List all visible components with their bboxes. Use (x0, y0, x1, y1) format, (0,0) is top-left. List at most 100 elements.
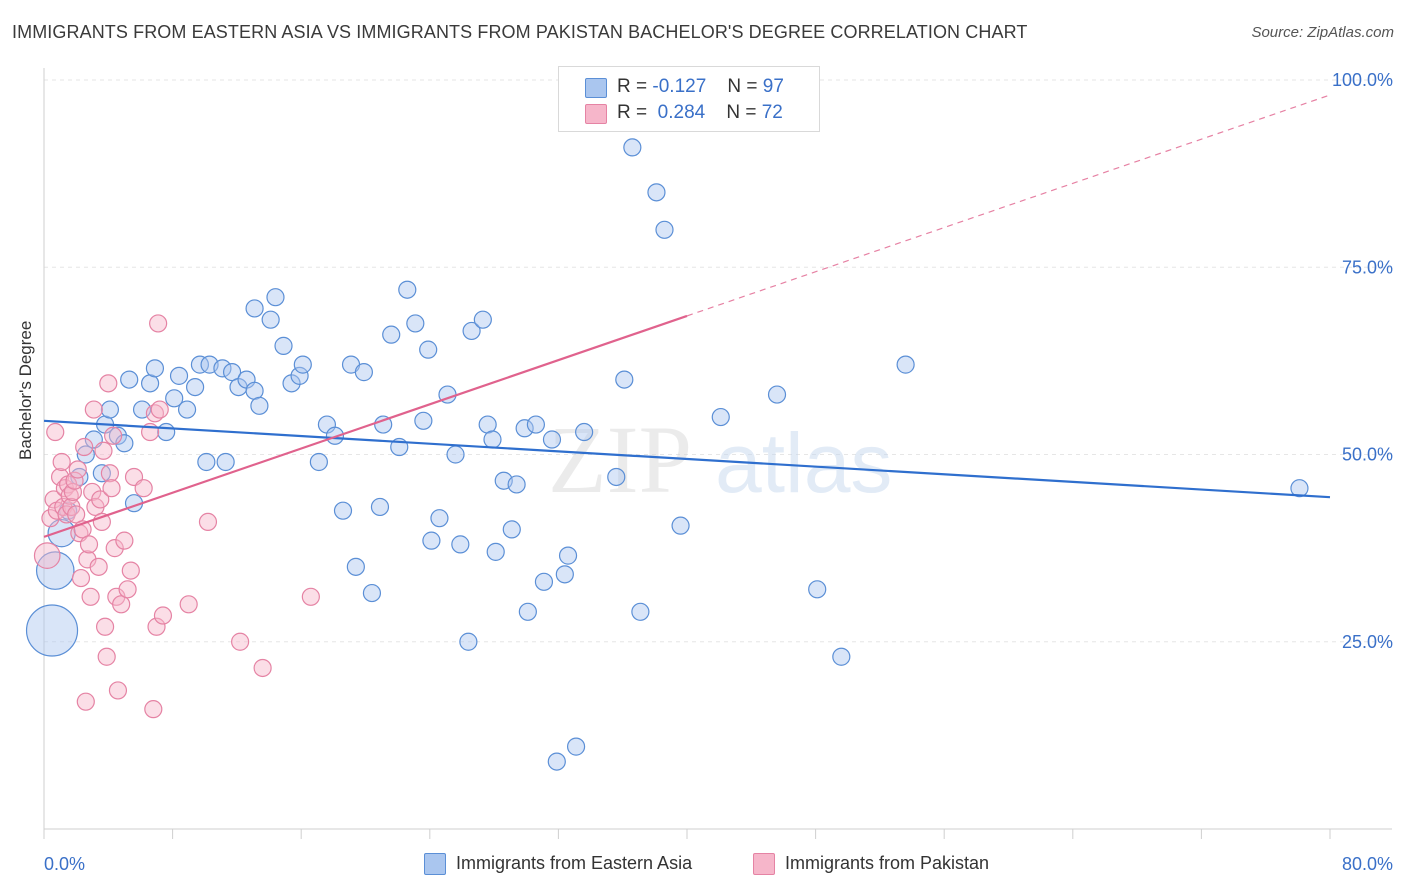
chart-title: IMMIGRANTS FROM EASTERN ASIA VS IMMIGRAN… (12, 22, 1028, 42)
data-point (91, 490, 110, 509)
data-point (222, 363, 242, 382)
data-point (655, 220, 674, 239)
data-point (213, 359, 232, 378)
data-point (446, 445, 465, 464)
legend-r-value: -0.127 (652, 76, 707, 97)
data-point (102, 479, 121, 498)
y-tick-label: 25.0% (1342, 632, 1393, 652)
bottom-legend-swatch-pink (753, 853, 775, 875)
data-point (647, 183, 666, 202)
data-point (398, 280, 417, 299)
data-point (94, 441, 113, 460)
data-point (253, 658, 272, 678)
data-point (526, 415, 545, 434)
data-point (671, 516, 690, 535)
correlation-legend: R = -0.127 N = 97 R = 0.284 N = 72 (558, 66, 820, 132)
legend-swatch-pink (585, 104, 607, 124)
data-point (575, 422, 594, 442)
data-point (406, 314, 425, 333)
data-point (186, 377, 205, 397)
data-point (99, 374, 118, 393)
x-tick-label: 80.0% (1342, 854, 1393, 874)
legend-r-value: 0.284 (657, 102, 706, 123)
data-point (346, 557, 365, 576)
data-point (808, 580, 827, 599)
source-label: Source: ZipAtlas.com (1251, 24, 1394, 41)
data-point (104, 426, 123, 445)
data-point (118, 580, 137, 599)
y-tick-label: 100.0% (1332, 70, 1393, 90)
data-point (245, 299, 264, 318)
data-point (68, 460, 87, 479)
data-point (76, 445, 95, 464)
data-point (414, 411, 433, 430)
data-point (515, 419, 534, 438)
data-point (266, 288, 285, 307)
trend-line-pakistan-projection (686, 94, 1331, 317)
data-point (607, 467, 626, 487)
legend-n-value: 97 (762, 76, 784, 97)
data-point (145, 359, 165, 378)
data-point (631, 602, 650, 621)
data-point (555, 565, 574, 584)
watermark: ZIP atlas (548, 406, 892, 513)
data-point (95, 617, 115, 636)
data-point (134, 479, 153, 498)
data-point (459, 632, 478, 651)
data-point (100, 464, 120, 483)
data-point (197, 452, 216, 472)
data-point (486, 542, 505, 561)
data-point (120, 370, 139, 389)
axes (43, 68, 1392, 839)
data-point (100, 400, 120, 419)
y-tick-label: 50.0% (1342, 445, 1393, 465)
data-point (46, 422, 65, 442)
data-point (623, 138, 642, 157)
data-point (422, 531, 441, 550)
data-point (558, 546, 578, 565)
data-point (502, 520, 521, 539)
data-point (157, 422, 176, 442)
data-point (290, 366, 309, 385)
data-point (112, 595, 131, 614)
tick-labels: 100.0% 75.0% 50.0% 25.0% 0.0% 80.0% (44, 70, 1393, 874)
data-point (144, 700, 163, 719)
data-point (179, 595, 198, 614)
data-point (115, 531, 134, 550)
bottom-legend-swatch-blue (424, 853, 446, 875)
grid-lines (44, 79, 1392, 643)
data-point (108, 681, 128, 700)
data-point (169, 366, 189, 385)
data-point (333, 501, 353, 520)
data-point (25, 604, 79, 657)
legend-r-label: R = (617, 76, 648, 97)
data-point (483, 430, 502, 449)
data-point (149, 314, 168, 333)
data-point (518, 602, 537, 621)
legend-n-label: N = (727, 76, 758, 97)
data-point (75, 437, 94, 457)
data-point (542, 430, 562, 449)
legend-r-label: R = (617, 102, 648, 123)
data-point (190, 355, 210, 374)
data-point (547, 752, 566, 771)
data-point (419, 340, 438, 359)
data-point (231, 632, 250, 651)
data-point (67, 505, 86, 524)
data-point (832, 647, 851, 666)
series-eastern-asia-points (25, 138, 1309, 771)
data-point (301, 587, 320, 606)
data-point (250, 396, 269, 415)
data-point (274, 336, 293, 355)
data-point (374, 415, 393, 434)
data-point (52, 452, 71, 472)
y-axis-label: Bachelor's Degree (16, 320, 35, 460)
data-point (153, 606, 173, 625)
data-point (84, 400, 103, 419)
series-pakistan-points (33, 314, 320, 719)
data-point (105, 539, 124, 558)
data-point (165, 389, 184, 408)
data-point (896, 355, 915, 374)
data-point (108, 426, 128, 445)
